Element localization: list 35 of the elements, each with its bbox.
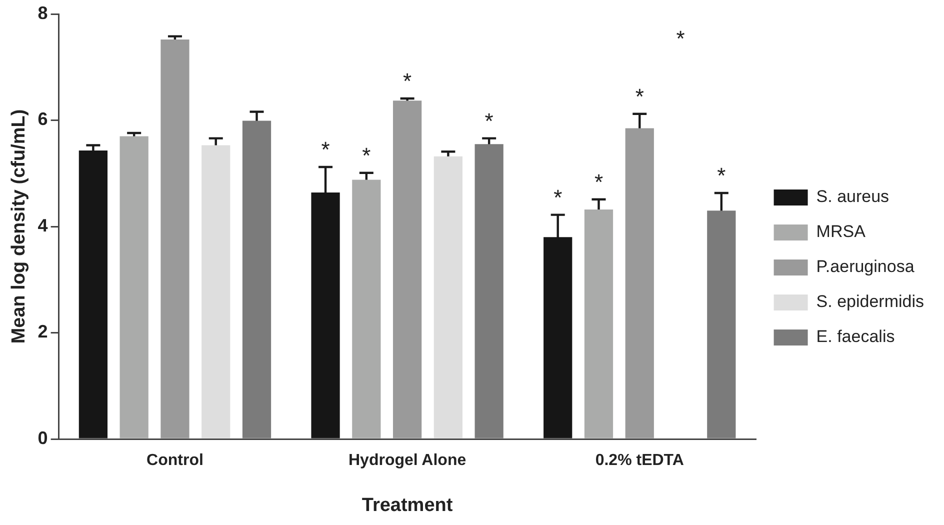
y-tick-label: 2 bbox=[38, 322, 48, 342]
data-label: * bbox=[362, 142, 372, 168]
y-tick-label: 4 bbox=[38, 215, 48, 236]
legend-label: E. faecalis bbox=[816, 327, 895, 346]
x-tick-label: Control bbox=[146, 452, 204, 470]
data-label: * bbox=[484, 108, 494, 134]
legend-label: S. epidermidis bbox=[816, 292, 924, 312]
y-tick-label: 0 bbox=[38, 428, 48, 448]
legend-label: S. aureus bbox=[816, 187, 890, 206]
bar bbox=[625, 128, 654, 438]
legend-label: MRSA bbox=[816, 222, 866, 242]
bar bbox=[474, 144, 504, 438]
bar bbox=[242, 120, 272, 438]
data-label: * bbox=[321, 137, 330, 162]
bar bbox=[352, 180, 381, 438]
data-label: * bbox=[717, 163, 726, 188]
x-tick-label: 0.2% tEDTA bbox=[595, 452, 684, 470]
bar bbox=[434, 156, 462, 438]
x-tick-label: Hydrogel Alone bbox=[348, 452, 466, 470]
bar bbox=[707, 210, 736, 438]
bar bbox=[392, 100, 422, 438]
bar bbox=[120, 136, 148, 438]
x-axis-title: Treatment bbox=[362, 494, 454, 516]
y-tick-label: 6 bbox=[38, 109, 48, 130]
data-label: * bbox=[594, 169, 604, 194]
bar bbox=[202, 145, 230, 438]
y-axis-title: Mean log density (cfu/mL) bbox=[8, 109, 30, 344]
bar bbox=[584, 210, 614, 438]
bar bbox=[160, 40, 190, 438]
text: * bbox=[676, 26, 685, 52]
data-label: * bbox=[635, 84, 644, 109]
legend-label: P.aeruginosa bbox=[816, 257, 915, 276]
y-tick-label: 8 bbox=[38, 2, 48, 23]
data-label: * bbox=[554, 184, 563, 210]
data-label: * bbox=[403, 68, 412, 94]
